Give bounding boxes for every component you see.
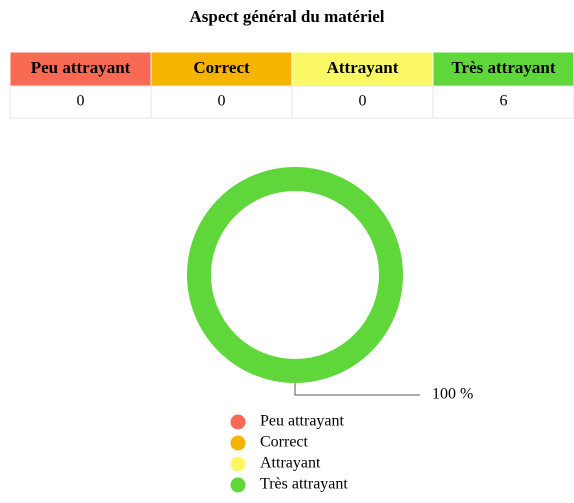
table-header-text: Peu attrayant: [31, 58, 131, 77]
table-header-text: Correct: [193, 58, 250, 77]
table-header-cell: [9, 51, 152, 87]
leader-line: [294, 383, 420, 396]
table-header-cell: [150, 51, 293, 87]
legend-label: Attrayant: [260, 455, 321, 472]
table-cell: [150, 85, 293, 119]
table-header-cell: [291, 51, 434, 87]
table-header-text: Très attrayant: [451, 58, 555, 77]
table-cell: [9, 85, 152, 119]
table-header-cell: [432, 51, 574, 87]
table-cell: [432, 85, 574, 119]
table-header-text: Attrayant: [327, 58, 399, 77]
legend-swatch: [230, 477, 246, 493]
legend-swatch: [230, 456, 246, 472]
legend-swatch: [230, 414, 246, 430]
table-cell-text: 0: [218, 93, 226, 110]
legend-label: Très attrayant: [260, 476, 348, 493]
donut-segment: [187, 167, 403, 384]
legend-label: Peu attrayant: [260, 413, 345, 430]
table-cell: [291, 85, 434, 119]
table-cell-text: 6: [500, 93, 508, 110]
data-label: 100 %: [432, 386, 473, 403]
table-cell-text: 0: [359, 93, 367, 110]
legend-swatch: [230, 435, 246, 451]
page-title: Aspect général du matériel: [190, 7, 385, 26]
table-cell-text: 0: [77, 93, 85, 110]
legend-label: Correct: [260, 434, 309, 451]
